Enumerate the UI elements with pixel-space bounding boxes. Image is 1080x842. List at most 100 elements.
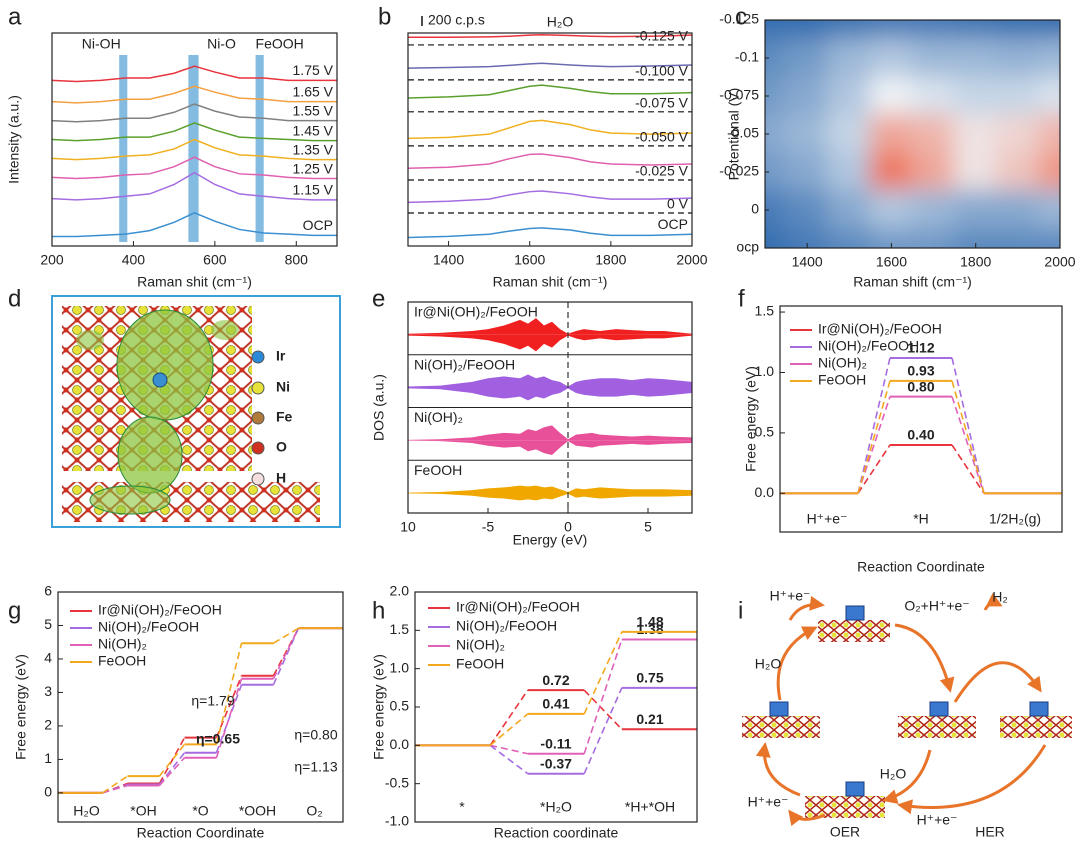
series-label: 1.55 V (293, 102, 334, 118)
heat-cell (1037, 20, 1060, 40)
spectrum (407, 119, 693, 140)
y-tick-label: 2.0 (390, 583, 410, 599)
legend-label: Ir@Ni(OH)₂/FeOOH (456, 599, 580, 615)
x-tick-label: 1600 (876, 254, 907, 270)
x-tick-label: 10 (400, 519, 416, 535)
heat-cell (765, 228, 788, 248)
x-axis-label: Raman shit (cm⁻¹) (493, 274, 608, 290)
dos-area (408, 374, 692, 388)
y-tick-label: 1.0 (390, 659, 410, 675)
heat-cell (869, 20, 914, 40)
connector (951, 380, 985, 494)
heat-cell (785, 228, 830, 248)
panel-letter: i (738, 597, 743, 624)
heat-cell (785, 38, 830, 78)
connector (857, 444, 891, 494)
connector (158, 743, 186, 777)
x-tick-label: 0 (564, 519, 572, 535)
category-label: 1/2H₂(g) (989, 511, 1041, 527)
legend-atom (251, 350, 265, 364)
legend-label: H (276, 470, 286, 486)
x-tick-label: 1800 (960, 254, 991, 270)
heat-cell (1037, 38, 1060, 78)
connector (951, 357, 985, 494)
legend-label: Ni (276, 379, 290, 395)
y-tick-label: 1.0 (755, 363, 775, 379)
heat-cell (765, 38, 788, 78)
cluster (929, 701, 949, 717)
label: HER (975, 824, 1005, 840)
value-label: 0.75 (636, 670, 663, 686)
connector (583, 687, 623, 775)
connector (102, 775, 128, 794)
heat-cell (1037, 152, 1060, 192)
arrows (755, 592, 1047, 827)
cluster (845, 605, 865, 621)
spectrum (52, 212, 337, 238)
value-label: 1.48 (636, 614, 663, 630)
connector (272, 627, 300, 680)
category-label: * (459, 799, 465, 815)
spectrum (51, 122, 337, 142)
heat-cell (911, 76, 956, 116)
spectrum (407, 62, 693, 69)
band (255, 55, 264, 242)
heat-cell (869, 152, 914, 192)
panel-letter: e (372, 285, 385, 312)
dos-area (408, 425, 692, 441)
slab (1000, 716, 1072, 738)
heat-cell (827, 20, 872, 40)
spectrum (407, 84, 693, 99)
legend-atom (251, 381, 265, 395)
heat-cell (995, 228, 1040, 248)
heat-cell (827, 38, 872, 78)
series-label: 1.45 V (293, 122, 334, 138)
y-tick-label: -0.075 (719, 87, 759, 103)
heat-cell (869, 190, 914, 230)
value-label: 0.40 (907, 427, 934, 443)
heat-cell (953, 228, 998, 248)
connector (951, 396, 985, 494)
label: H₂ (992, 589, 1008, 605)
connector (951, 444, 985, 494)
annotation: η=0.80 (294, 727, 337, 743)
category-label: *O (192, 803, 208, 819)
label: H⁺+e⁻ (748, 794, 789, 810)
category-label: H⁺+e⁻ (807, 511, 848, 527)
panel-letter: b (378, 3, 391, 30)
x-axis-label: Raman shift (cm⁻¹) (853, 274, 972, 290)
annotation: η=0.65 (196, 731, 240, 747)
panel-letter: a (8, 3, 22, 30)
band-label: FeOOH (256, 36, 304, 52)
heat-cell (911, 228, 956, 248)
legend-label: FeOOH (98, 653, 146, 669)
y-axis-label: Free energy (eV) (371, 654, 387, 760)
dos-area (408, 318, 692, 335)
connector (158, 757, 186, 787)
heat-cell (827, 76, 872, 116)
label: H₂O (880, 766, 907, 782)
charge-density (116, 309, 214, 421)
x-axis-label: Reaction Coordinate (137, 825, 265, 841)
panel-i: i H⁺+e⁻ O₂+H⁺+e⁻ H₂ H₂O H₂O H⁺+e⁻ H⁺+e⁻ … (738, 588, 1072, 840)
series-label: FeOOH (414, 462, 462, 478)
spectrum (51, 65, 337, 83)
legend-label: Ni(OH)₂/FeOOH (818, 338, 919, 354)
heat-cell (869, 38, 914, 78)
connector (273, 627, 299, 644)
heat-cell (953, 152, 998, 192)
band-label: Ni-O (207, 36, 236, 52)
plot-frame (779, 305, 1063, 533)
legend-label: Fe (276, 409, 293, 425)
x-tick-label: 5 (644, 519, 652, 535)
heatmap (765, 20, 1060, 248)
y-tick-label: 1.5 (755, 303, 775, 319)
series-label: Ir@Ni(OH)₂/FeOOH (414, 304, 538, 320)
legend-atom (251, 472, 265, 486)
heat-cell (953, 20, 998, 40)
charge-density (211, 320, 239, 340)
label: O₂+H⁺+e⁻ (904, 598, 969, 614)
legend-label: Ni(OH)₂ (456, 637, 505, 653)
dos-area (408, 334, 692, 352)
annotation: η=1.13 (294, 759, 337, 775)
